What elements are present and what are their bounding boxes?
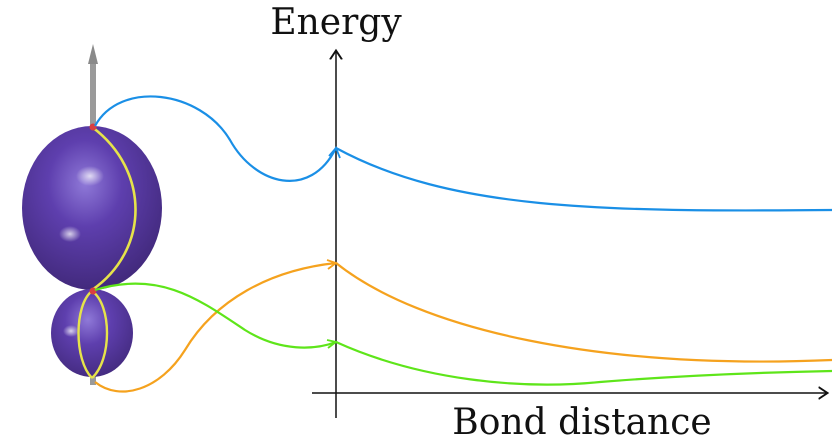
energy-axis-label: Energy bbox=[270, 2, 402, 43]
curve-bottom-arrow bbox=[326, 339, 339, 349]
nodal-ring-small-left bbox=[77, 290, 93, 379]
nodal-ring-large bbox=[91, 125, 137, 292]
curve-top-arrow bbox=[328, 146, 341, 159]
curve-top bbox=[94, 95, 832, 212]
curve-middle-arrow bbox=[326, 259, 338, 270]
small-orbital-lobe bbox=[51, 289, 133, 379]
nodal-ring-small-right bbox=[91, 290, 109, 379]
axes bbox=[312, 52, 826, 418]
energy-curves bbox=[94, 95, 832, 393]
bond-distance-axis-label: Bond distance bbox=[452, 402, 711, 442]
molecule-illustration bbox=[22, 44, 162, 385]
atom-marker-middle bbox=[89, 287, 97, 295]
curve-middle bbox=[94, 261, 832, 393]
curve-bottom bbox=[94, 282, 832, 386]
large-orbital-lobe bbox=[22, 125, 162, 292]
